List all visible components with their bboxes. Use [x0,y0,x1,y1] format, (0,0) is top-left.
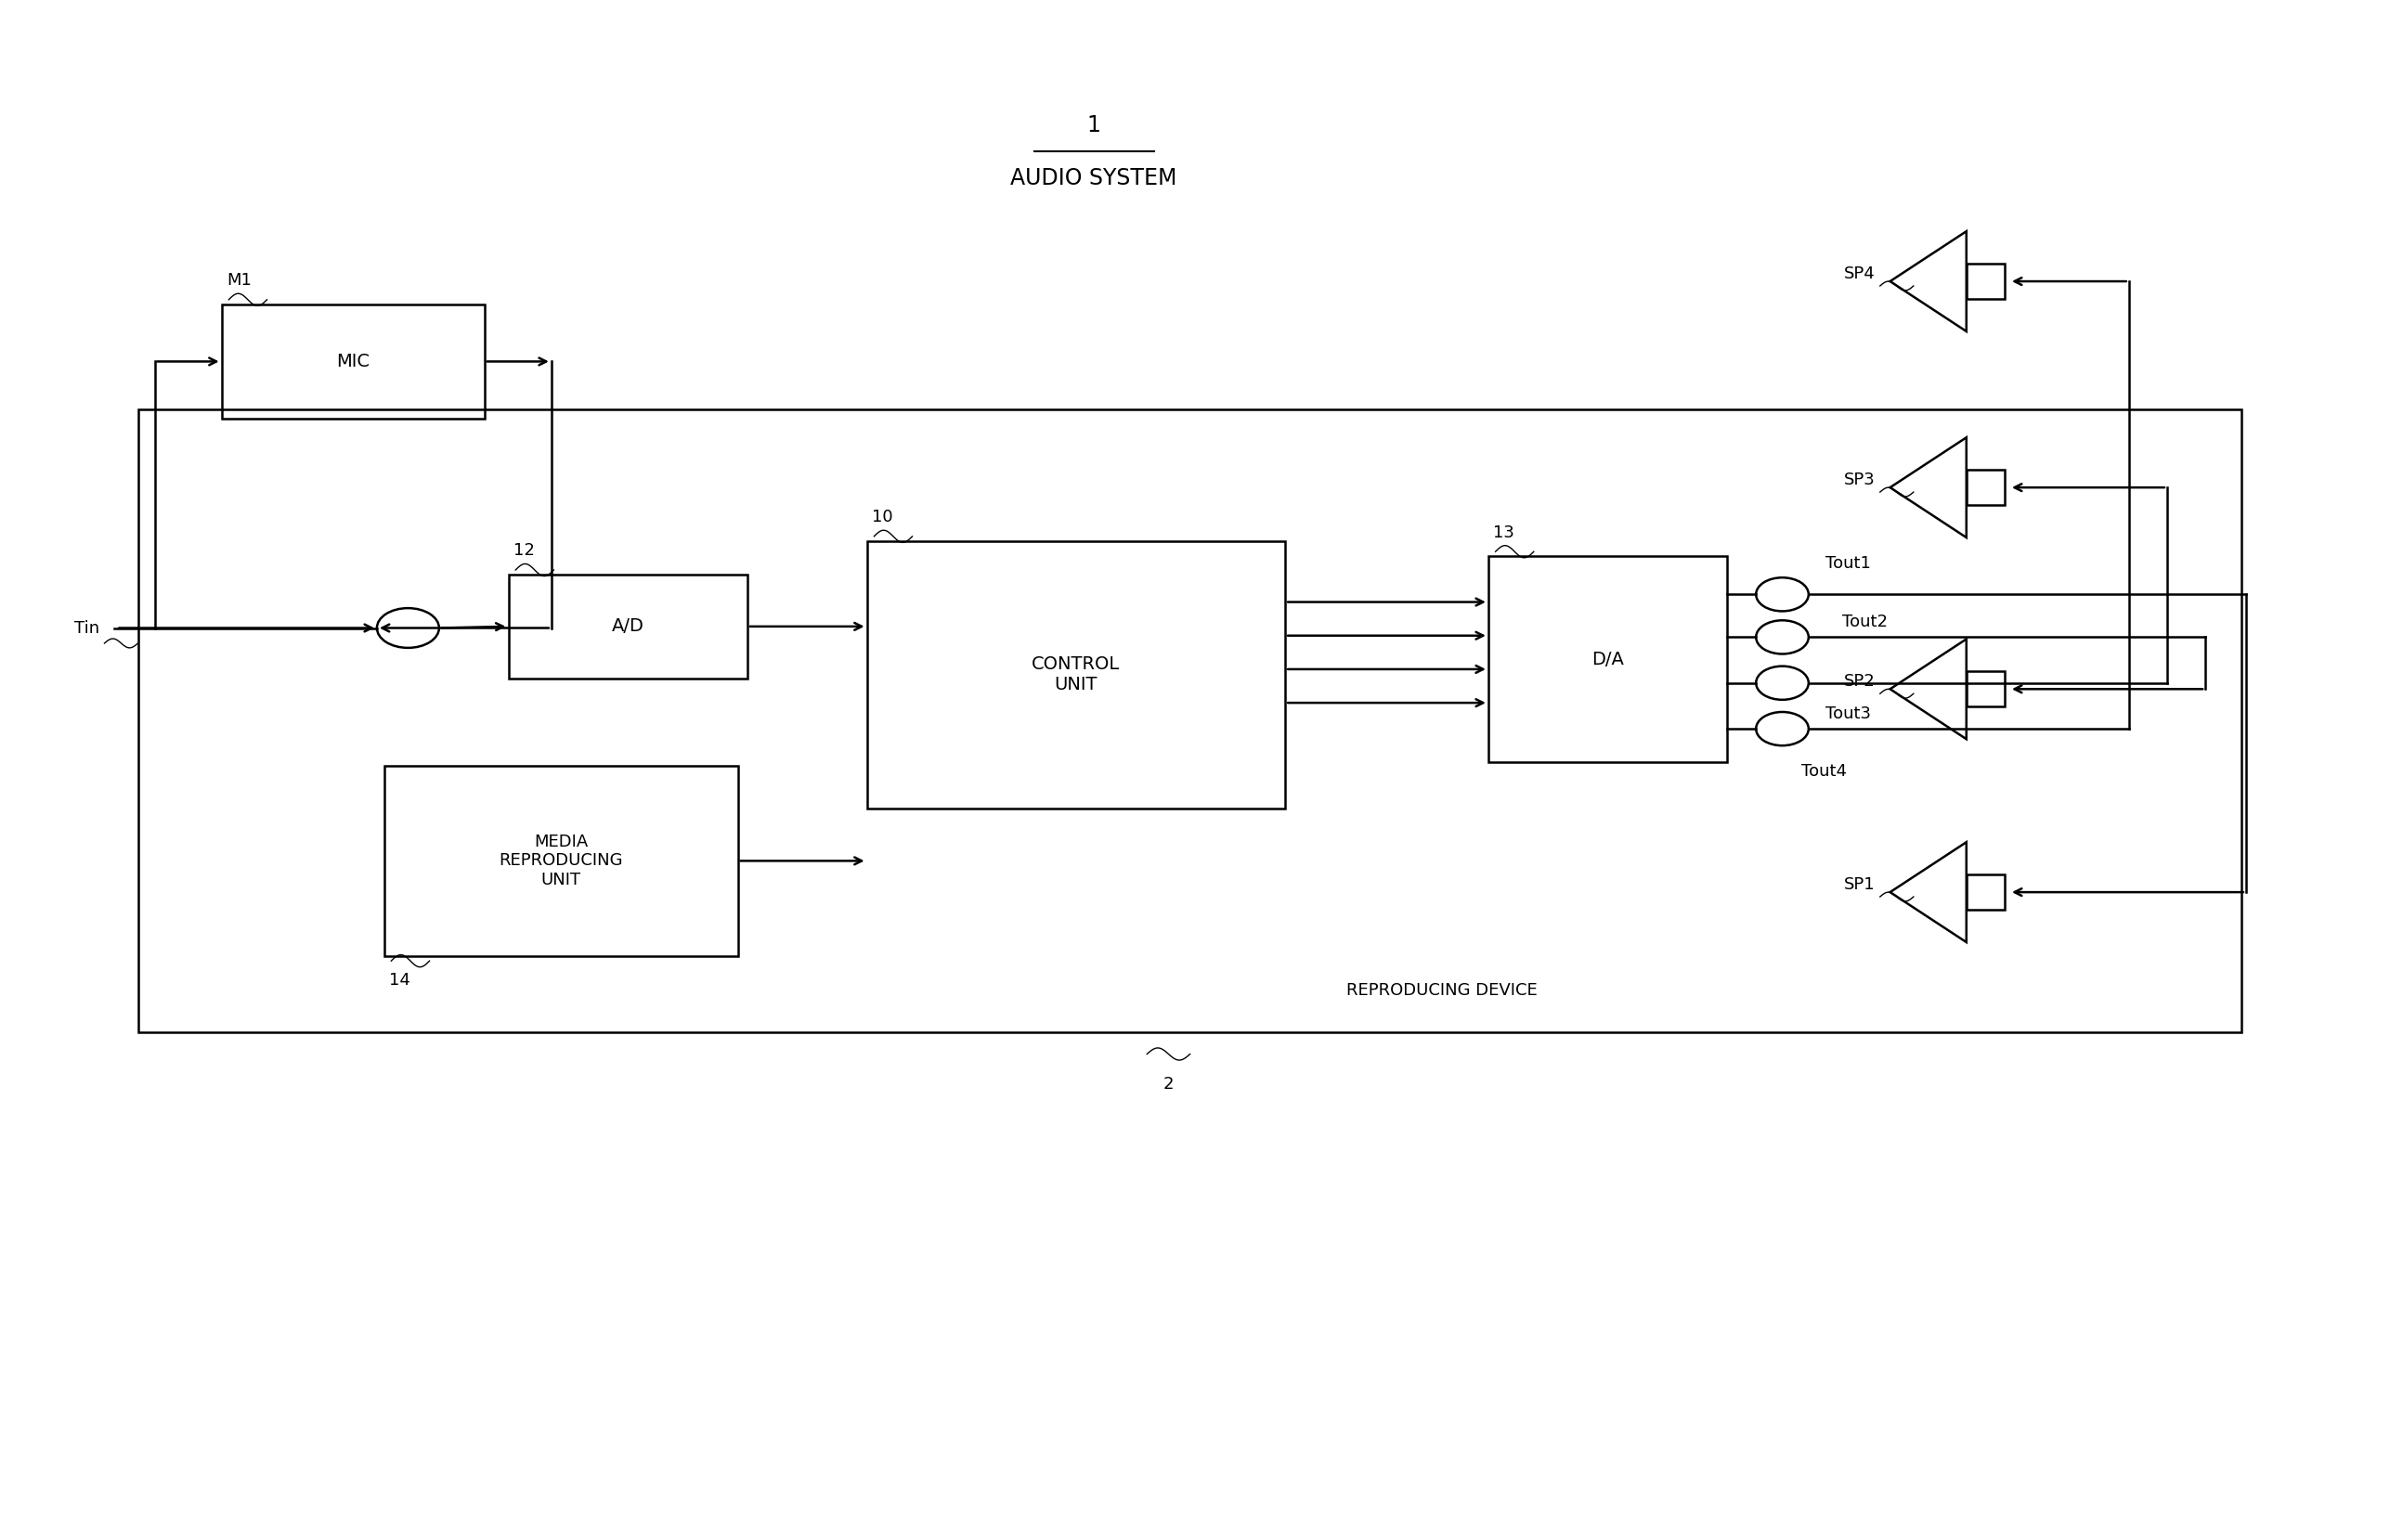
Text: REPRODUCING DEVICE: REPRODUCING DEVICE [1346,983,1538,999]
Text: Tout4: Tout4 [1802,764,1848,779]
Text: SP1: SP1 [1843,876,1874,893]
Bar [1966,263,2004,299]
Text: 14: 14 [389,972,411,989]
Text: 10: 10 [872,508,892,525]
Text: Tout2: Tout2 [1843,613,1886,630]
Text: SP4: SP4 [1843,265,1874,282]
Bar [1966,875,2004,910]
Text: 2: 2 [1163,1075,1173,1092]
Text: D/A: D/A [1591,650,1624,668]
Text: CONTROL
UNIT: CONTROL UNIT [1031,656,1120,693]
Text: MIC: MIC [336,353,370,370]
Text: A/D: A/D [613,618,644,636]
Bar [1966,470,2004,505]
Bar [867,541,1286,808]
Text: MEDIA
REPRODUCING
UNIT: MEDIA REPRODUCING UNIT [500,833,622,889]
Text: M1: M1 [226,273,252,290]
Bar [1487,556,1728,762]
Text: 1: 1 [1086,114,1101,136]
Text: AUDIO SYSTEM: AUDIO SYSTEM [1012,166,1177,189]
Text: SP3: SP3 [1843,471,1874,488]
Text: 13: 13 [1492,524,1514,541]
Text: SP2: SP2 [1843,673,1874,690]
Bar [221,305,485,419]
Text: Tout1: Tout1 [1826,556,1870,573]
Text: Tin: Tin [74,619,99,636]
Bar [137,410,2242,1033]
Bar [509,574,747,679]
Text: 12: 12 [514,542,533,559]
Bar [1966,671,2004,707]
Bar [384,765,738,956]
Text: Tout3: Tout3 [1826,705,1872,722]
